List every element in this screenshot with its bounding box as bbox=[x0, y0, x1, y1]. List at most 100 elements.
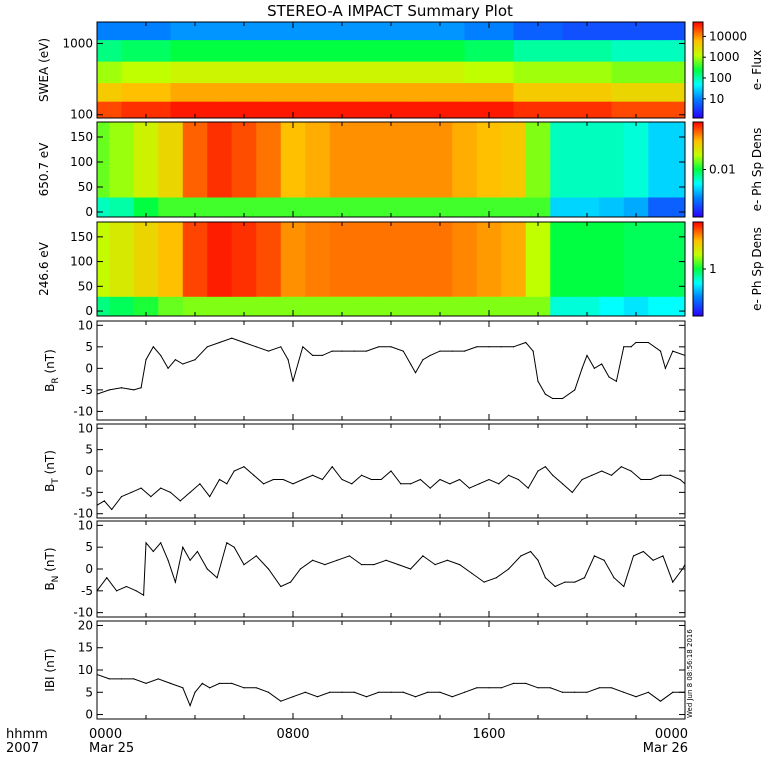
series-line bbox=[97, 541, 685, 597]
heatmap-cell bbox=[317, 100, 368, 118]
heatmap-cell bbox=[562, 60, 613, 84]
data-point bbox=[544, 393, 546, 395]
heatmap-cell bbox=[562, 22, 613, 41]
heatmap-cell bbox=[476, 122, 502, 198]
data-point bbox=[414, 696, 417, 698]
colorbar-tick-label: 10000 bbox=[709, 29, 747, 43]
y-axis-label: 246.6 eV bbox=[37, 241, 51, 296]
data-point bbox=[681, 568, 684, 570]
y-tick-label: 15 bbox=[78, 641, 93, 655]
data-point bbox=[321, 478, 323, 481]
heatmap-cell bbox=[427, 222, 453, 297]
heatmap-cell bbox=[513, 82, 564, 102]
data-point bbox=[231, 337, 233, 339]
panel-frame bbox=[96, 221, 686, 317]
data-point bbox=[527, 487, 529, 489]
data-point bbox=[623, 585, 625, 588]
data-point bbox=[581, 367, 583, 369]
heatmap-cell bbox=[170, 100, 221, 118]
data-point bbox=[410, 363, 412, 365]
y-tick-label: 150 bbox=[70, 130, 93, 144]
colorbar-label: e- Ph Sp Dens bbox=[750, 128, 764, 212]
data-point bbox=[299, 568, 301, 570]
data-point bbox=[400, 483, 402, 485]
heatmap-cell bbox=[329, 122, 355, 198]
heatmap-cell bbox=[562, 39, 613, 62]
heatmap-cell bbox=[415, 60, 466, 84]
data-point bbox=[194, 691, 196, 693]
colorbar-tick-label: 1000 bbox=[709, 50, 740, 64]
data-point bbox=[145, 682, 147, 684]
line-body bbox=[97, 337, 685, 400]
data-point bbox=[145, 542, 147, 544]
heatmap-cell bbox=[660, 39, 685, 62]
data-point bbox=[586, 354, 588, 357]
data-point bbox=[142, 594, 145, 596]
corner-label-hhmm: hhmm bbox=[6, 727, 48, 742]
data-point bbox=[601, 470, 603, 472]
data-point bbox=[365, 350, 368, 352]
heatmap-cell bbox=[280, 222, 306, 297]
data-point bbox=[373, 564, 375, 566]
y-tick-label: -5 bbox=[81, 584, 93, 598]
heatmap-cell bbox=[133, 122, 159, 198]
data-point bbox=[108, 389, 110, 391]
y-tick-label: 100 bbox=[70, 155, 93, 169]
data-point bbox=[488, 687, 490, 689]
data-point bbox=[571, 491, 573, 493]
heatmap-cell bbox=[562, 82, 613, 102]
data-point bbox=[429, 354, 431, 357]
x-tick-label-date: Mar 25 bbox=[89, 741, 134, 756]
data-point bbox=[111, 508, 113, 511]
heatmap-cell bbox=[660, 100, 685, 118]
data-point bbox=[647, 691, 649, 693]
panel-3: 1 e- Ph Sp Dens 0 50 100 150 246.6 eV bbox=[37, 221, 764, 318]
data-point bbox=[182, 363, 184, 365]
heatmap-cell bbox=[158, 122, 184, 198]
panel-frame bbox=[96, 423, 686, 519]
data-point bbox=[209, 687, 211, 689]
y-tick-label: -5 bbox=[81, 383, 93, 397]
heatmap-cell bbox=[207, 122, 233, 198]
data-point bbox=[650, 478, 652, 481]
data-point bbox=[160, 354, 162, 357]
heatmap-cell bbox=[219, 39, 270, 62]
heatmap-cell bbox=[427, 122, 453, 198]
data-point bbox=[537, 470, 539, 472]
heatmap-cell bbox=[660, 60, 685, 84]
heatmap-cell bbox=[672, 122, 685, 198]
heatmap-cell bbox=[121, 22, 172, 41]
data-point bbox=[659, 700, 662, 702]
data-point bbox=[272, 478, 274, 481]
heatmap-cell bbox=[268, 60, 319, 84]
data-point bbox=[316, 696, 319, 698]
heatmap-cell bbox=[170, 60, 221, 84]
data-point bbox=[632, 555, 635, 557]
panel-5: -10 -5 0 5 10 BT (nT) bbox=[43, 421, 686, 521]
data-point bbox=[331, 350, 333, 352]
y-axis-label: SWEA (eV) bbox=[37, 38, 51, 102]
y-tick-label: 5 bbox=[85, 685, 93, 699]
heatmap-cell bbox=[256, 122, 282, 198]
data-point bbox=[439, 478, 441, 481]
colorbar bbox=[692, 221, 704, 317]
colorbar-label: e- Ph Sp Dens bbox=[750, 227, 764, 311]
y-tick-label: 10 bbox=[78, 318, 93, 332]
data-point bbox=[610, 687, 613, 689]
heatmap-cell bbox=[231, 222, 257, 297]
heatmap-cell bbox=[366, 82, 417, 102]
data-point bbox=[463, 350, 466, 352]
data-point bbox=[574, 691, 576, 693]
data-point bbox=[145, 359, 147, 361]
y-axis-label: BR (nT) bbox=[43, 349, 61, 392]
heatmap-cell bbox=[513, 22, 564, 41]
data-point bbox=[125, 585, 127, 588]
data-point bbox=[630, 346, 632, 348]
heatmap-cell bbox=[109, 222, 135, 297]
heatmap-cell bbox=[611, 100, 662, 118]
data-point bbox=[410, 568, 412, 570]
heatmap-cell bbox=[170, 22, 221, 41]
data-point bbox=[160, 542, 162, 544]
heatmap-cell bbox=[256, 222, 282, 297]
data-point bbox=[652, 559, 654, 561]
